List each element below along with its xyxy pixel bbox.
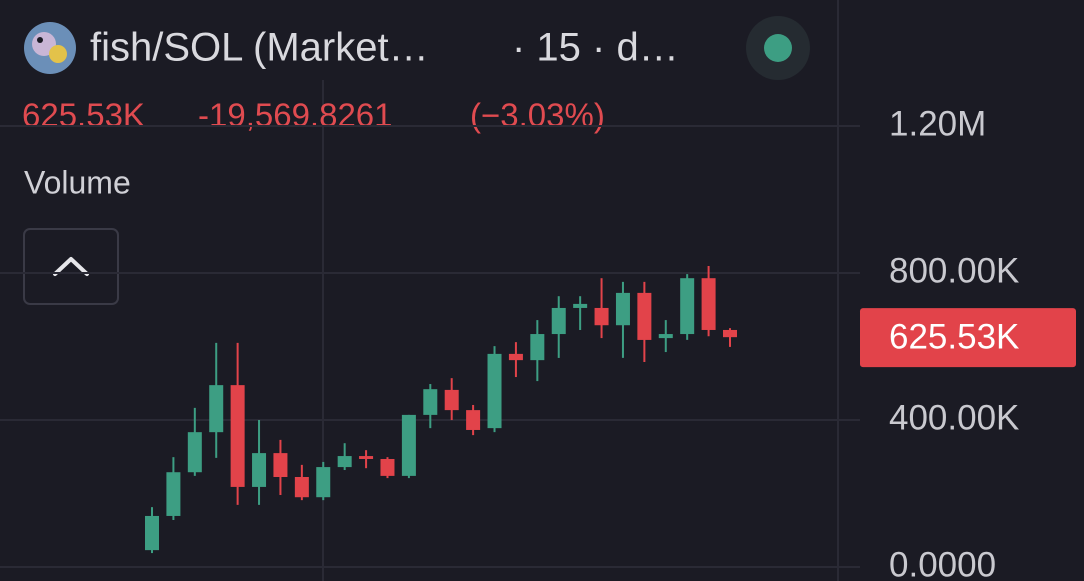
candle-body <box>658 334 673 339</box>
avatar <box>24 22 76 74</box>
candle-body <box>444 389 459 411</box>
last-price-label: 625.53K <box>889 317 1019 356</box>
candle-body <box>230 385 245 487</box>
candle-body <box>423 389 438 415</box>
candle-body <box>637 292 652 340</box>
candle-body <box>508 353 523 361</box>
indicator-label[interactable]: Volume <box>24 164 131 200</box>
candle-body <box>166 472 181 516</box>
candle-body <box>294 477 309 498</box>
candle-body <box>380 458 395 476</box>
candle-body <box>337 456 352 468</box>
status-dot[interactable] <box>764 34 792 62</box>
candle-body <box>209 385 224 433</box>
candle-body <box>487 353 502 429</box>
y-tick-label: 800.00K <box>889 251 1019 290</box>
candle-body <box>594 307 609 326</box>
candle-body <box>401 414 416 476</box>
candle-body <box>551 307 566 335</box>
candle-body <box>723 329 737 338</box>
y-tick-label: 1.20M <box>889 104 986 143</box>
candle-body <box>680 278 695 335</box>
change: -19,569.8261 <box>198 97 393 134</box>
pair-title[interactable]: fish/SOL (Market… <box>90 26 429 70</box>
candle-body <box>530 334 545 361</box>
candle-body <box>615 292 630 326</box>
candle-body <box>701 278 716 330</box>
candle-body <box>573 303 588 308</box>
price: 625.53K <box>22 97 145 134</box>
candle-body <box>359 456 374 459</box>
interval[interactable]: · 15 · d… <box>512 26 679 70</box>
candle-body <box>252 453 267 487</box>
y-tick-label: 400.00K <box>889 398 1019 437</box>
collapse-button[interactable] <box>23 228 119 305</box>
candle-body <box>273 453 288 478</box>
candle-body <box>145 515 159 551</box>
candle-body <box>316 467 331 498</box>
y-tick-label: 0.0000 <box>889 545 996 581</box>
change-pct: (−3.03%) <box>470 97 605 134</box>
candle-body <box>187 432 202 473</box>
last-price-tag <box>860 308 1076 368</box>
candle-body <box>466 410 481 430</box>
